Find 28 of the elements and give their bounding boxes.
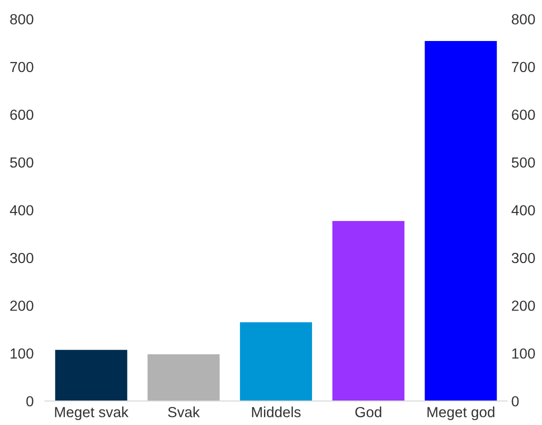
y2-tick-label: 600 (512, 110, 535, 120)
bar (332, 220, 404, 401)
bar (55, 350, 128, 401)
y-tick-label: 600 (10, 110, 34, 120)
y-tick-label: 700 (10, 62, 34, 72)
y2-tick-label: 100 (512, 348, 535, 359)
y-tick-label: 100 (10, 348, 34, 359)
y-tick-label: 0 (26, 396, 34, 406)
y-tick-label: 500 (10, 157, 34, 168)
y2-tick-label: 0 (512, 396, 519, 406)
y2-tick-label: 700 (512, 62, 535, 72)
y2-tick-label: 500 (512, 157, 535, 168)
x-tick-label: Middels (252, 406, 301, 418)
bar (240, 322, 312, 401)
y-tick-label: 400 (10, 205, 34, 216)
y-tick-label: 200 (10, 300, 34, 311)
y-tick-label: 800 (10, 14, 34, 24)
y2-tick-label: 400 (512, 205, 535, 216)
y2-tick-label: 300 (512, 252, 535, 264)
bar (148, 354, 220, 401)
x-tick-label: Meget svak (55, 406, 129, 420)
x-tick-label: God (355, 406, 382, 418)
x-tick-label: Meget god (428, 406, 494, 420)
x-tick-label: Svak (168, 406, 200, 418)
bar (424, 40, 497, 401)
y2-tick-label: 200 (512, 300, 535, 311)
y2-tick-label: 800 (512, 14, 535, 24)
y-tick-label: 300 (10, 252, 34, 264)
